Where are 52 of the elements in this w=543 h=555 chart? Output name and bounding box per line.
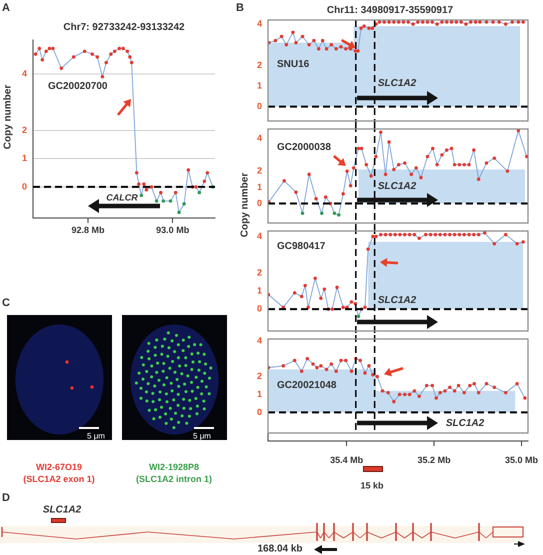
annotation: SNU16 [277,58,310,70]
annotation: GC2000038 [277,142,332,153]
text: (SLC1A2 intron 1) [136,474,212,484]
y-tick-label: 1 [256,182,262,192]
text: 15 kb [360,480,384,490]
text: SLC1A2 [42,504,82,516]
x-tick-label: 35.4 Mb [330,454,364,465]
y-tick-label: 1 [256,285,262,296]
y-tick-label: 4 [22,68,27,78]
chart-title: Chr7: 92733242-93133242 [63,22,186,33]
chart-title: Chr11: 34980917-35590917 [326,4,454,16]
y-tick-label: 0 [256,406,262,417]
y-tick-label: 4 [256,18,262,29]
x-tick-label: 35.2 Mb [418,454,452,465]
text: B [236,2,244,14]
text: 5 μm [193,432,211,440]
x-tick-label: 93.0 Mb [156,224,190,235]
text: A [2,2,10,14]
annotation: GC20021048 [277,380,337,391]
y-tick-label: 2 [256,267,262,278]
y-tick-label: 1 [256,80,262,90]
y-tick-label: 2 [256,166,262,176]
annotation: GC980417 [277,240,326,252]
y-tick-label: 2 [22,124,27,135]
text: 5 μm [87,432,105,440]
y-tick-label: 2 [256,371,262,382]
y-tick-label: 1 [22,153,27,164]
y-tick-label: 0 [22,181,27,192]
annotation: SLC1A2 [446,418,485,429]
text: D [2,492,10,504]
annotation: CALCR [106,192,138,202]
y-tick-label: 4 [256,335,262,346]
annotation: SLC1A2 [378,294,417,306]
y-axis-title: Copy number [240,172,250,238]
y-tick-label: 1 [256,388,262,399]
y-tick-label: 0 [256,304,262,314]
text: C [2,297,10,309]
y-axis-title: Copy number [2,84,14,150]
text: (SLC1A2 exon 1) [23,474,95,484]
text: WI2-1928P8 [148,462,200,472]
text: 168.04 kb [257,544,303,554]
annotation: SLC1A2 [378,78,417,89]
y-tick-label: 0 [256,198,262,208]
text: WI2-67O19 [36,462,82,472]
y-tick-label: 4 [256,133,262,144]
annotation: GC20020700 [48,80,108,92]
y-tick-label: 2 [256,60,262,70]
x-tick-label: 92.8 Mb [72,224,106,235]
y-tick-label: 0 [256,101,262,112]
x-tick-label: 35.0 Mb [504,454,538,465]
annotation: SLC1A2 [378,180,417,192]
y-tick-label: 4 [256,230,262,241]
